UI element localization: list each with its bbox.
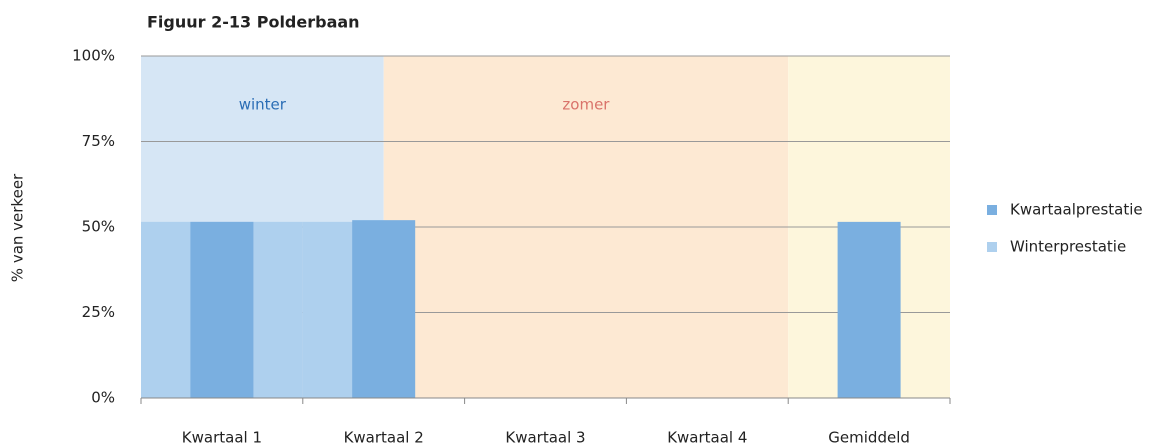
legend-swatch	[987, 205, 997, 215]
region-label: zomer	[562, 96, 610, 114]
x-tick-label: Gemiddeld	[828, 429, 910, 444]
y-tick-label: 25%	[82, 303, 115, 321]
x-tick-label: Kwartaal 2	[344, 429, 424, 444]
bar	[190, 221, 254, 398]
x-tick-label: Kwartaal 3	[505, 429, 585, 444]
x-tick-label: Kwartaal 4	[667, 429, 747, 444]
region-label: winter	[239, 96, 287, 114]
y-tick-label: 75%	[82, 132, 115, 150]
bar	[837, 221, 901, 398]
y-tick-label: 0%	[91, 389, 115, 407]
legend-label: Kwartaalprestatie	[1010, 201, 1143, 219]
chart-title: Figuur 2-13 Polderbaan	[147, 13, 360, 32]
legend-label: Winterprestatie	[1010, 238, 1126, 256]
x-tick-label: Kwartaal 1	[182, 429, 262, 444]
legend-swatch	[987, 242, 997, 252]
y-tick-label: 50%	[82, 218, 115, 236]
y-axis-label: % van verkeer	[9, 173, 27, 282]
y-tick-label: 100%	[72, 47, 115, 65]
bar	[352, 220, 416, 398]
